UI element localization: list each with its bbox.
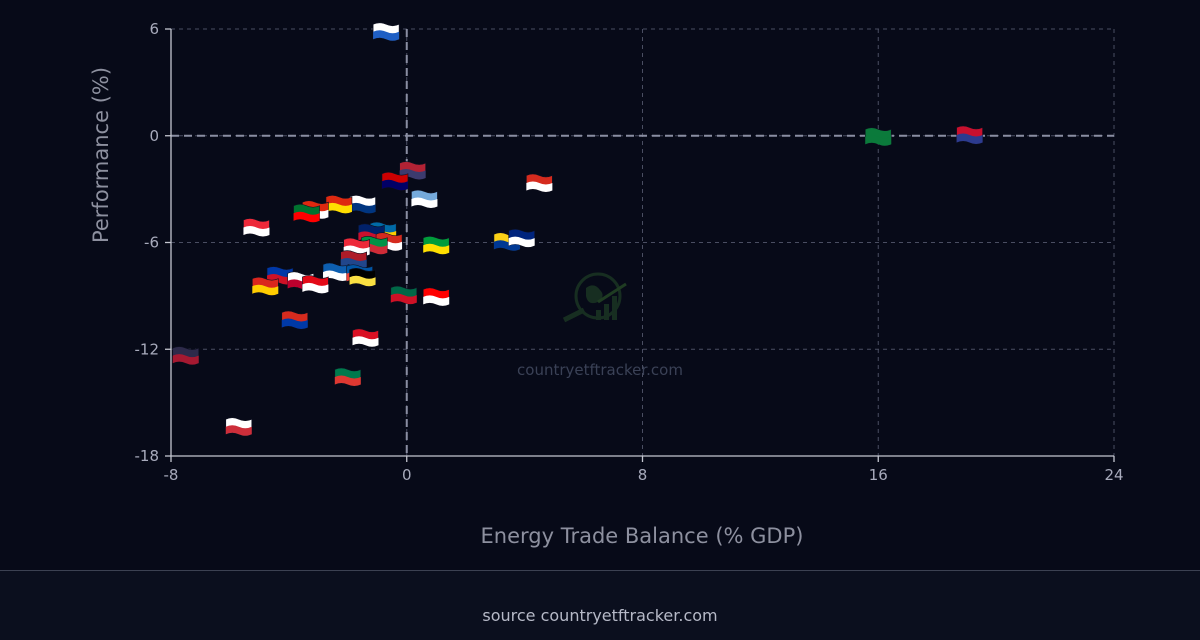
flag-point-peru: Peru (352, 328, 379, 348)
flag-point-saudi-arabia: Saudi Arabia (864, 127, 892, 147)
flag-point-belgium: Belgium (349, 268, 376, 287)
flag-point-vietnam: Vietnam (252, 276, 279, 296)
flag-point-uae: UAE (293, 203, 320, 223)
x-tick-label: 16 (869, 466, 888, 484)
flag-point-singapore: Singapore (243, 218, 270, 237)
watermark: countryetftracker.com (517, 272, 683, 379)
flag-point-china: China (325, 195, 353, 214)
flag-point-greece: Greece (322, 262, 350, 282)
flag-point-mexico: Mexico (390, 285, 418, 305)
grid (171, 28, 1115, 456)
x-tick-label: 8 (638, 466, 648, 484)
flag-point-brazil: Brazil (422, 235, 450, 255)
y-tick-label: 0 (149, 127, 159, 145)
y-tick-label: -18 (135, 447, 160, 465)
flag-point-turkey: Turkey (302, 275, 329, 294)
footer-source-text: source countryetftracker.com (482, 606, 718, 625)
watermark-text: countryetftracker.com (517, 361, 683, 379)
y-tick-label: 6 (149, 20, 159, 38)
flag-point-finland: Finland (349, 195, 376, 214)
flag-point-chile: Chile (281, 310, 309, 330)
flag-point-malaysia: Malaysia (381, 171, 409, 191)
footer: source countryetftracker.com (0, 570, 1200, 640)
x-tick-label: -8 (164, 466, 179, 484)
flag-point-argentina: Argentina (411, 189, 438, 209)
flag-point-netherlands: Netherlands (340, 250, 368, 269)
flag-point-australia: Australia (508, 228, 535, 248)
data-points: IsraelSaudi ArabiaNorwayUnited StatesMal… (172, 22, 983, 437)
flag-point-indonesia: Indonesia (422, 287, 450, 307)
y-tick-label: -12 (135, 340, 160, 358)
flag-point-thailand: Thailand (172, 346, 200, 365)
x-tick-label: 0 (402, 466, 412, 484)
x-tick-label: 24 (1104, 466, 1123, 484)
flag-point-south-africa: South Africa (334, 367, 362, 387)
y-tick-label: -6 (144, 234, 159, 252)
flag-point-south-korea: South Korea (225, 417, 253, 437)
watermark-logo-icon (562, 272, 627, 323)
scatter-chart: countryetftracker.com -8 0 8 16 24 6 0 -6 -12 -18… (89, 20, 1124, 548)
flag-point-norway: Norway (956, 125, 983, 145)
y-axis-title: Performance (%) (89, 67, 113, 243)
flag-point-israel: Israel (372, 22, 400, 42)
x-axis-title: Energy Trade Balance (% GDP) (481, 524, 804, 548)
chart-area: countryetftracker.com -8 0 8 16 24 6 0 -6 -12 -18… (89, 20, 1124, 548)
flag-point-canada: Canada (526, 173, 553, 193)
tick-labels: -8 0 8 16 24 6 0 -6 -12 -18 (135, 20, 1124, 484)
